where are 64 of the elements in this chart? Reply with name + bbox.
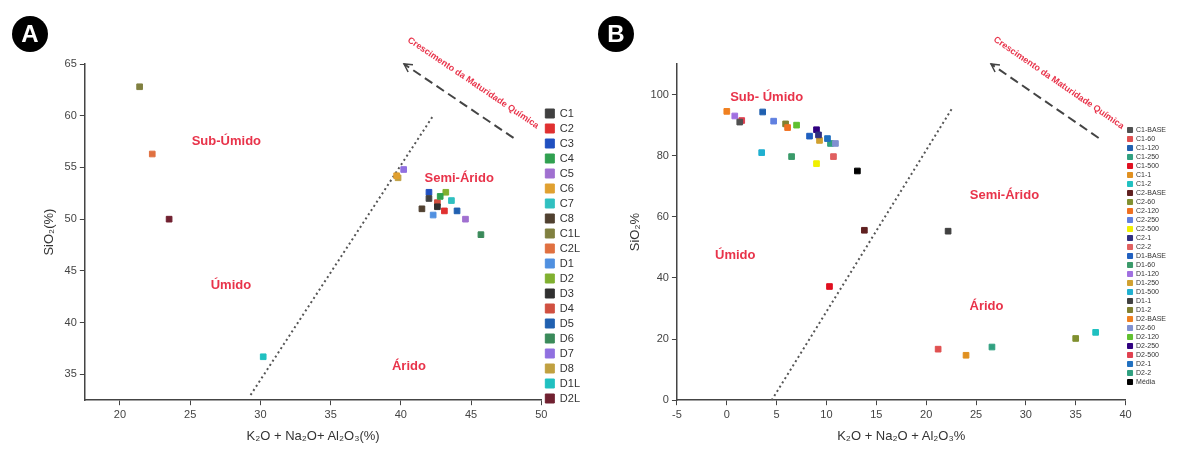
x-tick-label: 45 [464,407,478,420]
y-tick-label: 35 [64,367,77,380]
x-tick-label: 15 [870,407,883,420]
annotation: Sub-Úmido [191,132,262,148]
x-tick-label: 35 [324,407,337,420]
x-tick-label: 25 [184,407,197,420]
x-tick-label: 30 [254,407,267,420]
annotation: Sub- Úmido [730,89,804,105]
legend-label: D1 [559,256,574,269]
x-tick-label: 25 [969,407,983,420]
y-tick-label: 50 [64,212,77,225]
y-tick-label: 65 [64,57,77,70]
legend-label: D2 [559,271,574,284]
y-tick-label: 20 [656,332,669,345]
y-tick-label: 40 [656,270,669,283]
legend-label: C2 [559,121,574,134]
y-tick-label: 60 [656,209,669,222]
legend-label: C3 [559,136,574,149]
annotation: Úmido [715,247,756,263]
legend-label: D2L [559,391,581,404]
legend-label: C4 [559,151,574,164]
legend-label: C6 [559,181,574,194]
legend-label: D7 [559,346,574,359]
x-tick-label: 20 [920,407,933,420]
x-tick-label: 20 [113,407,127,420]
annotation: Semi-Árido [424,169,494,185]
legend-label: C5 [559,166,574,179]
legend-label: D8 [559,361,574,374]
annotation: Semi-Árido [969,186,1040,202]
legend-label: D1L [559,376,581,389]
legend-label: C8 [559,211,574,224]
x-tick-label: 30 [1019,407,1032,420]
y-tick-label: 80 [656,148,669,161]
annotation: Úmido [210,277,252,293]
legend-label: C2L [559,241,581,254]
x-tick-label: 5 [773,407,780,420]
x-axis-title: K₂O + Na₂O + Al₂O₃% [837,427,966,443]
legend-label: D3 [559,286,574,299]
legend-label: C7 [559,196,574,209]
x-tick-label: 40 [1119,407,1132,420]
x-tick-label: 10 [820,407,833,420]
legend-label: D5 [559,316,574,329]
chart-title: A [12,16,48,52]
y-tick-label: 40 [64,315,77,328]
y-axis-title: SiO₂% [627,212,643,252]
x-tick-label: -5 [672,407,682,420]
y-tick-label: 55 [64,160,77,173]
legend-label: C1L [559,226,581,239]
annotation: Árido [969,297,1004,313]
annotation: Árido [391,358,426,374]
x-tick-label: 35 [1069,407,1082,420]
y-tick-label: 60 [64,108,77,121]
x-tick-label: 40 [394,407,407,420]
legend-label: D6 [559,331,574,344]
legend-label: C1 [559,106,574,119]
legend-label: D4 [559,301,574,314]
y-tick-label: 100 [650,87,669,100]
y-tick-label: 45 [64,263,77,276]
chart-title: B [598,16,634,52]
x-tick-label: 50 [535,407,548,420]
x-axis-title: K₂O + Na₂O+ Al₂O₃(%) [246,427,380,443]
y-axis-title: SiO₂(%) [41,208,57,256]
x-tick-label: 0 [723,407,730,420]
y-tick-label: 0 [662,393,669,406]
